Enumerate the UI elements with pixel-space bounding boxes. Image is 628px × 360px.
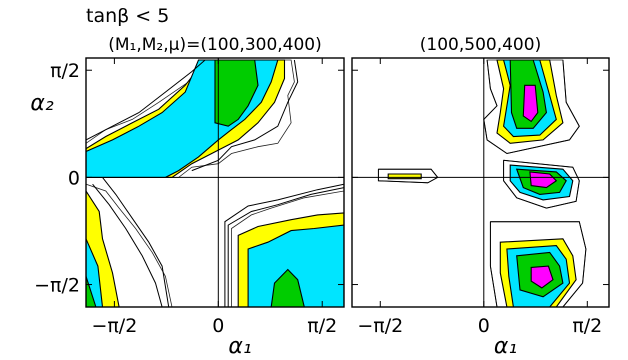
condition-label: tanβ < 5: [86, 5, 169, 27]
region-level-4: [529, 171, 558, 189]
x-axis-label: α₁: [228, 334, 251, 359]
contour-line: [191, 59, 299, 172]
y-tick-label: π/2: [50, 60, 80, 82]
contour-line: [227, 187, 344, 307]
contour-line: [377, 168, 439, 184]
region-level-3: [86, 276, 97, 307]
y-tick-label: −π/2: [34, 275, 80, 297]
x-tick-label: π/2: [307, 315, 337, 337]
contour-line: [86, 59, 206, 141]
x-tick-label: π/2: [572, 315, 602, 337]
x-axis-label: α₁: [494, 334, 517, 359]
region-level-4: [530, 265, 554, 289]
region-level-3: [270, 268, 305, 307]
contour-line: [224, 183, 344, 307]
contour-line: [503, 159, 580, 209]
plot-right: −π/2 0 π/2 (100,500,400) α₁: [351, 35, 610, 359]
plot-frame: [351, 57, 610, 308]
contour-line: [92, 183, 163, 307]
y-axis-label: α₂: [30, 91, 54, 116]
contour-line: [483, 59, 580, 155]
contour-line: [102, 177, 170, 307]
region-level-4: [522, 84, 539, 123]
x-tick-label: −π/2: [91, 315, 137, 337]
x-tick-label: 0: [212, 315, 224, 337]
x-tick-label: −π/2: [357, 315, 403, 337]
region-level-2: [247, 224, 344, 307]
plot-left: −π/2 0 π/2 π/2 0 −π/2 (M₁,M₂,μ)=(100,300,400) α…: [30, 35, 345, 359]
plot-title: (100,500,400): [420, 35, 541, 55]
region-level-1: [387, 173, 422, 180]
plot-title: (M₁,M₂,μ)=(100,300,400): [108, 35, 322, 55]
region-level-3: [214, 59, 259, 127]
x-tick-label: 0: [478, 315, 490, 337]
y-tick-label: 0: [68, 167, 80, 189]
contour-line: [490, 221, 587, 307]
contour-line: [489, 221, 498, 307]
plot-frame: [85, 57, 345, 308]
